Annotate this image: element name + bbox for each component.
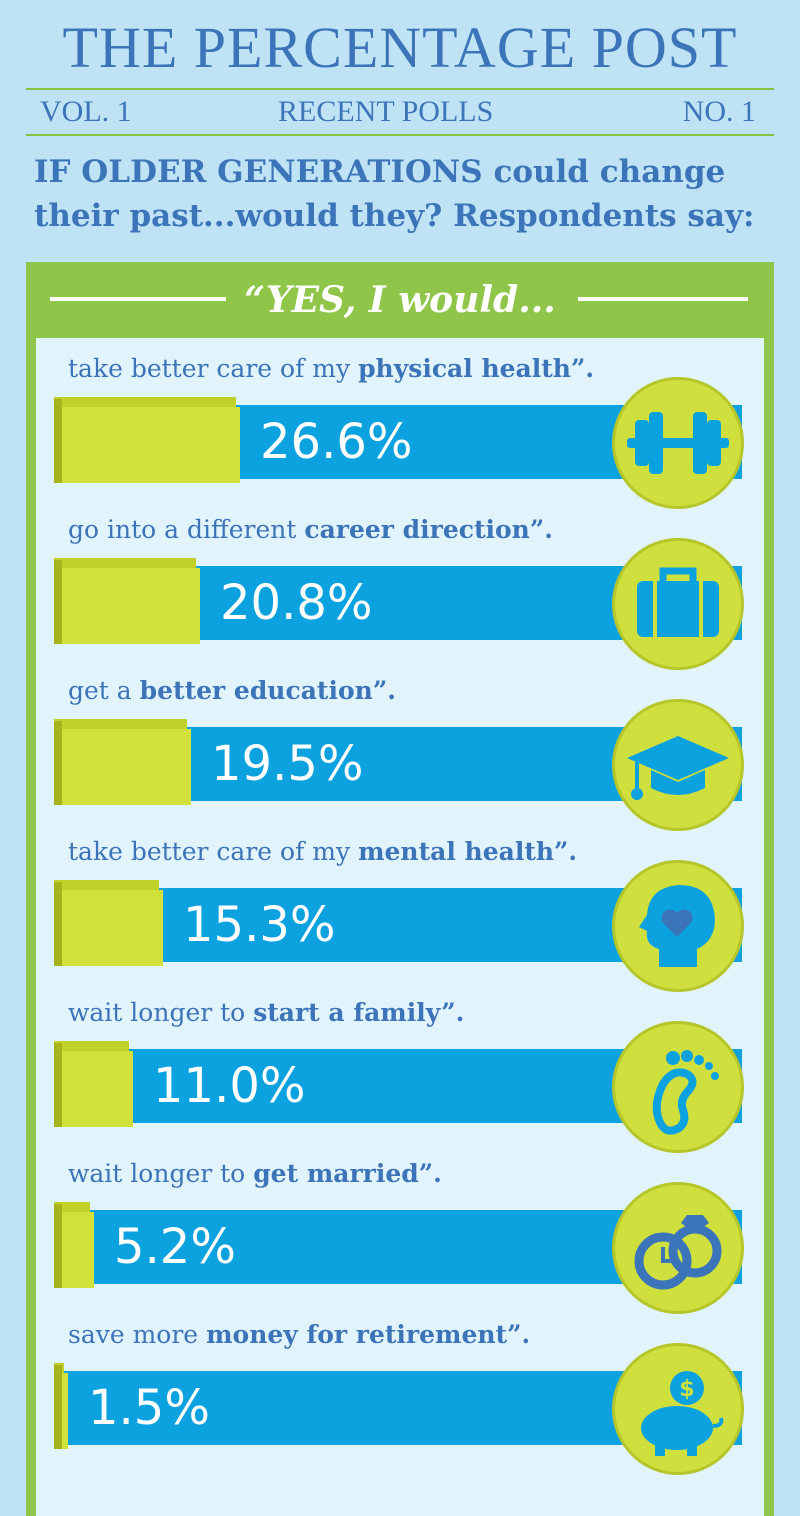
bar-label-quote: ”. [441, 998, 465, 1027]
bar-label-quote: ”. [507, 1320, 531, 1349]
bar-fill-side [54, 721, 62, 805]
bar-value-label: 1.5% [88, 1380, 210, 1436]
bar-label: wait longer to get married”. [68, 1157, 442, 1191]
rings-clock-icon [612, 1182, 744, 1314]
bar-label-text: get a [68, 676, 140, 705]
graduation-cap-icon [612, 699, 744, 831]
bar-value-label: 26.6% [260, 414, 413, 470]
svg-text:$: $ [679, 1377, 694, 1402]
bar-label-text: go into a different [68, 515, 305, 544]
volume-label: VOL. 1 [40, 95, 132, 128]
bar-label-quote: ”. [529, 515, 553, 544]
bar-label-text: wait longer to [68, 1159, 254, 1188]
piggy-bank-icon: $ [612, 1343, 744, 1475]
poll-question: IF OLDER GENERATIONS could change their … [34, 150, 774, 238]
bar-value-label: 15.3% [183, 897, 336, 953]
bar-fill-top [54, 558, 196, 568]
bar-fill [62, 729, 191, 805]
bar-fill [62, 407, 240, 483]
bar-value-label: 20.8% [220, 575, 373, 631]
banner-title: “YES, I would... [244, 279, 556, 321]
bar-value-label: 11.0% [153, 1058, 306, 1114]
bar-fill [62, 568, 200, 644]
masthead-rule-bottom [26, 134, 774, 136]
bar-fill [62, 1212, 94, 1288]
bar-label: take better care of my mental health”. [68, 835, 577, 869]
bar-label: take better care of my physical health”. [68, 352, 594, 386]
bar-label-quote: ”. [418, 1159, 442, 1188]
bar-label-quote: ”. [554, 837, 578, 866]
bar-fill-side [54, 1204, 62, 1288]
bar-fill-top [54, 880, 159, 890]
bar-fill-top [54, 397, 236, 407]
bar-label-emphasis: physical health [358, 354, 571, 383]
dumbbell-icon [612, 377, 744, 509]
bar-fill [62, 890, 163, 966]
briefcase-icon [612, 538, 744, 670]
masthead-rule-top [26, 88, 774, 90]
page-title: THE PERCENTAGE POST [62, 15, 738, 80]
poll-question-line-2: their past...would they? Respondents say… [34, 198, 755, 234]
bar-fill-top [54, 1041, 129, 1051]
banner-line-right [578, 297, 748, 301]
bar-fill-top [54, 1202, 90, 1212]
bar-label-quote: ”. [570, 354, 595, 383]
bar-label-emphasis: better education [139, 676, 373, 705]
head-heart-icon [612, 860, 744, 992]
bar-label-emphasis: mental health [358, 837, 555, 866]
bar-fill-side [54, 882, 62, 966]
bar-value-label: 19.5% [211, 736, 364, 792]
bar-label-text: save more [68, 1320, 207, 1349]
section-label: RECENT POLLS [278, 95, 494, 128]
bar-label: get a better education”. [68, 674, 396, 708]
bar-value-label: 5.2% [114, 1219, 236, 1275]
bar-fill-side [54, 560, 62, 644]
bar-label-text: take better care of my [68, 354, 359, 383]
bar-fill [62, 1373, 68, 1449]
bar-label-emphasis: career direction [304, 515, 530, 544]
bar-label-text: wait longer to [68, 998, 254, 1027]
bar-fill-side [54, 1365, 62, 1449]
bar-fill [62, 1051, 133, 1127]
bar-label-emphasis: start a family [253, 998, 442, 1027]
subheader: VOL. 1 RECENT POLLS NO. 1 [0, 92, 800, 132]
poll-question-line-1: IF OLDER GENERATIONS could change [34, 154, 726, 190]
footprint-icon [612, 1021, 744, 1153]
bar-label: go into a different career direction”. [68, 513, 553, 547]
bar-label: wait longer to start a family”. [68, 996, 464, 1030]
bar-fill-top [54, 719, 187, 729]
bar-fill-side [54, 1043, 62, 1127]
bar-label-emphasis: get married [253, 1159, 419, 1188]
bar-label-emphasis: money for retirement [206, 1320, 508, 1349]
issue-label: NO. 1 [682, 95, 756, 128]
bar-label-quote: ”. [372, 676, 396, 705]
banner-line-left [50, 297, 226, 301]
bar-label: save more money for retirement”. [68, 1318, 530, 1352]
bar-label-text: take better care of my [68, 837, 359, 866]
bar-fill-side [54, 399, 62, 483]
